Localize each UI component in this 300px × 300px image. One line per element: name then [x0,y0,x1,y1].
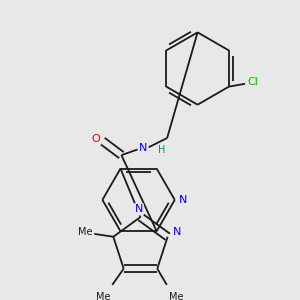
Text: Me: Me [169,292,184,300]
Text: O: O [92,134,100,144]
Text: Me: Me [77,227,92,237]
Text: H: H [158,146,165,155]
Text: Me: Me [95,292,110,300]
Text: N: N [179,195,188,205]
Text: N: N [173,227,181,237]
Text: Cl: Cl [247,77,258,87]
Text: N: N [134,204,143,214]
Text: N: N [139,142,148,152]
